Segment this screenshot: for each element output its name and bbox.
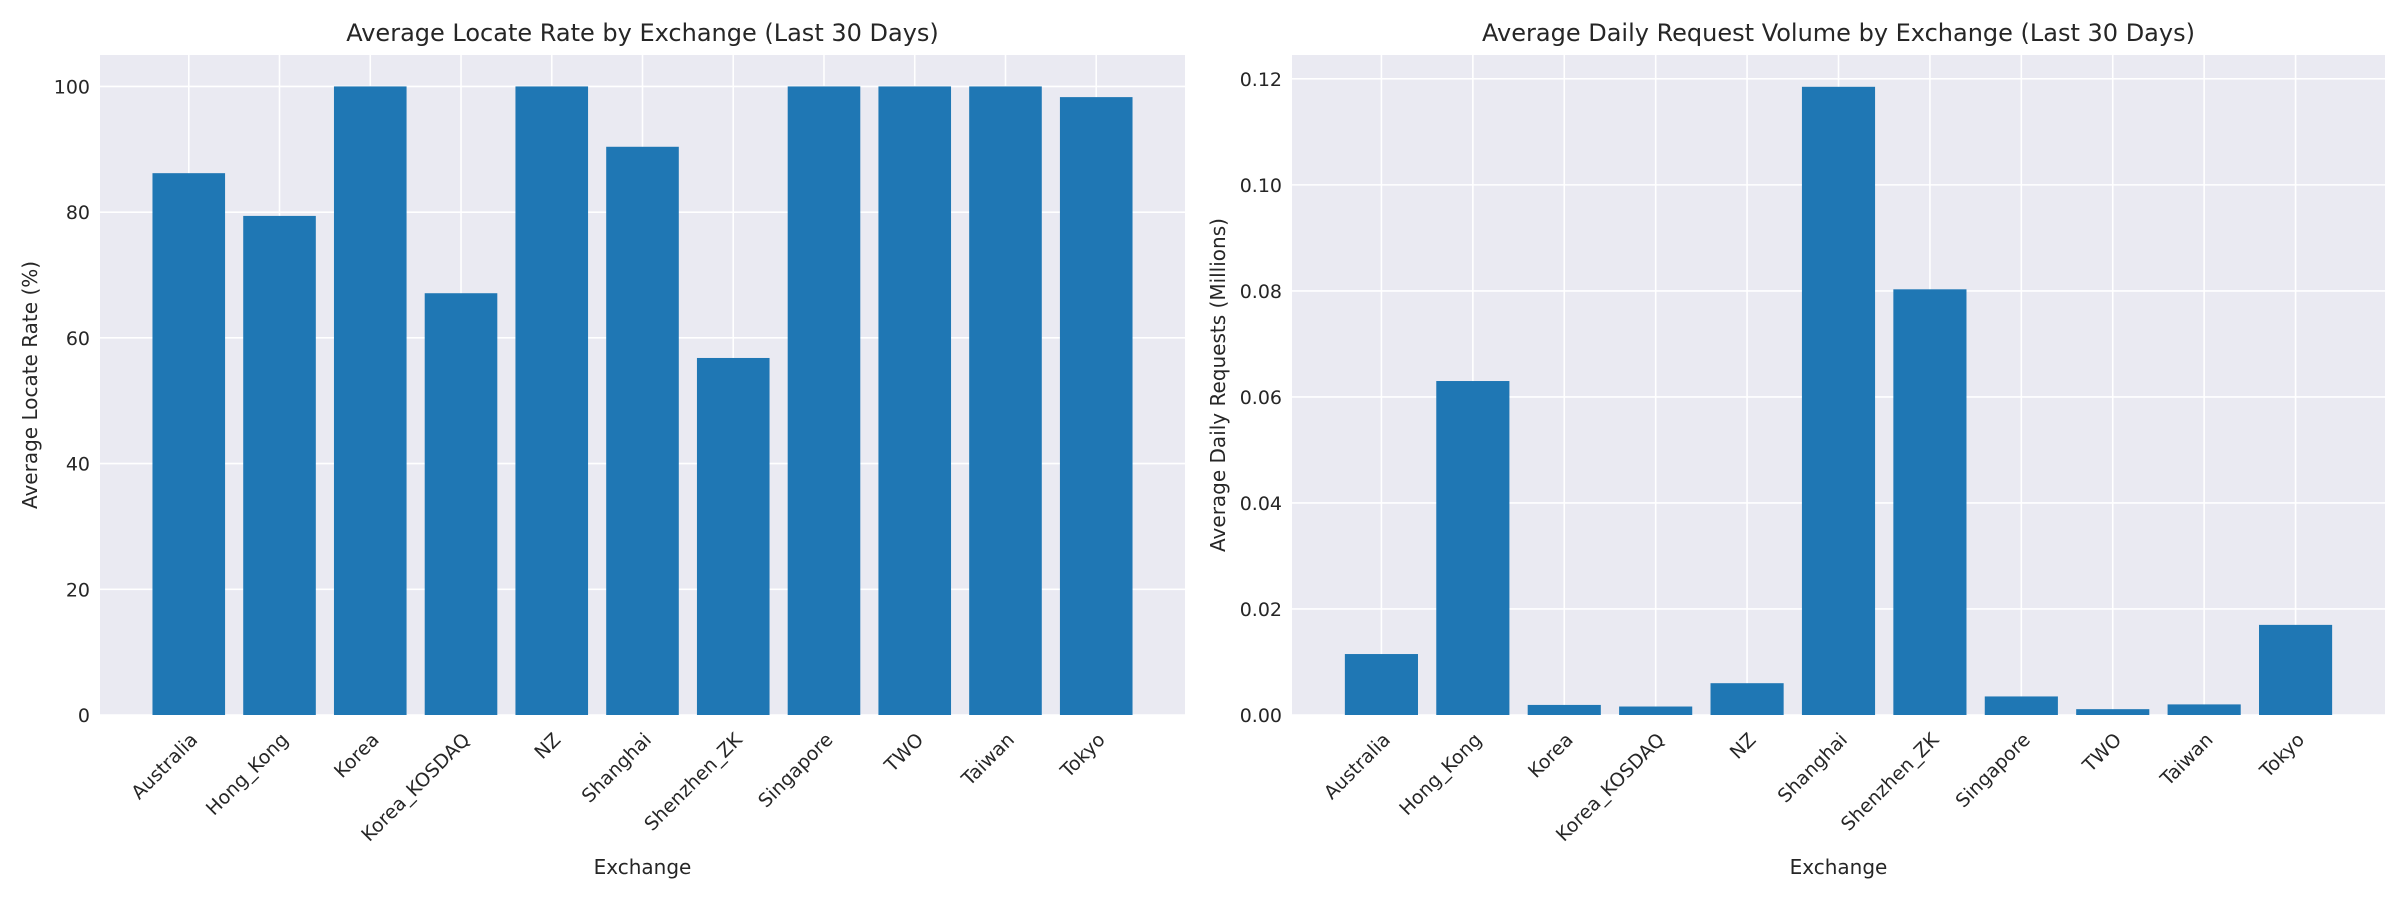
- chart-title: Average Daily Request Volume by Exchange…: [1482, 19, 2195, 47]
- x-tick-label: Hong_Kong: [202, 729, 293, 820]
- x-tick-label: NZ: [1726, 729, 1761, 764]
- x-tick-label: NZ: [530, 729, 565, 764]
- y-tick-label: 0.06: [1240, 387, 1282, 409]
- x-tick-label: Korea: [330, 729, 384, 783]
- bar-australia: [152, 173, 226, 715]
- x-tick-label: Shanghai: [1774, 729, 1852, 807]
- bar-tokyo: [2259, 624, 2333, 715]
- y-tick-label: 0.08: [1240, 281, 1282, 303]
- y-tick-label: 20: [66, 579, 90, 601]
- bar-shenzhen-zk: [696, 357, 770, 715]
- bar-korea: [333, 86, 407, 715]
- bar-hong-kong: [1436, 381, 1510, 715]
- y-axis-label: Average Locate Rate (%): [18, 261, 42, 509]
- y-tick-label: 0: [78, 705, 90, 727]
- x-tick-label: Hong_Kong: [1395, 729, 1486, 820]
- bar-hong-kong: [243, 215, 316, 715]
- x-tick-label: Shenzhen_ZK: [1837, 729, 1944, 836]
- bar-shanghai: [606, 146, 679, 715]
- bar-tokyo: [1059, 97, 1133, 716]
- y-tick-label: 0.02: [1240, 599, 1282, 621]
- x-tick-label: Tokyo: [1056, 729, 1110, 783]
- bar-two: [878, 86, 952, 715]
- bar-korea: [1527, 704, 1601, 715]
- bar-singapore: [1984, 696, 2058, 715]
- bar-taiwan: [2167, 704, 2241, 715]
- x-tick-label: TWO: [880, 729, 928, 777]
- bar-shenzhen-zk: [1893, 289, 1967, 715]
- x-tick-label: Australia: [1320, 729, 1395, 804]
- chart-title: Average Locate Rate by Exchange (Last 30…: [346, 19, 939, 47]
- y-tick-label: 0.10: [1240, 175, 1282, 197]
- y-tick-label: 40: [66, 454, 90, 476]
- chart-2: 0.00 0.02 0.04 0.06 0.08 0.10 0.12 Australia Hon…: [1206, 19, 2385, 879]
- x-tick-label: Shanghai: [578, 729, 656, 807]
- x-tick-label: Korea: [1524, 729, 1578, 783]
- x-axis-label: Exchange: [1790, 855, 1888, 879]
- x-tick-label: Shenzhen_ZK: [640, 729, 747, 836]
- x-tick-label: Taiwan: [2156, 729, 2218, 791]
- bar-two: [2076, 709, 2150, 715]
- bar-nz: [515, 86, 589, 715]
- y-tick-label: 0.00: [1240, 705, 1282, 727]
- bar-singapore: [787, 86, 861, 715]
- bar-australia: [1344, 654, 1418, 715]
- bar-nz: [1710, 683, 1784, 715]
- x-tick-label: Australia: [127, 729, 202, 804]
- bar-korea-kosdaq: [424, 293, 498, 715]
- y-tick-label: 100: [54, 76, 90, 98]
- bar-shanghai: [1801, 86, 1876, 715]
- x-tick-label: Singapore: [754, 729, 837, 812]
- x-tick-label: Tokyo: [2255, 729, 2309, 783]
- y-tick-label: 0.04: [1240, 493, 1282, 515]
- y-axis-label: Average Daily Requests (Millions): [1206, 218, 1230, 552]
- bar-korea-kosdaq: [1619, 706, 1693, 715]
- x-tick-label: Singapore: [1951, 729, 2034, 812]
- y-tick-label: 60: [66, 328, 90, 350]
- bar-taiwan: [969, 86, 1042, 715]
- x-tick-label: Taiwan: [957, 729, 1019, 791]
- y-tick-label: 80: [66, 202, 90, 224]
- y-tick-label: 0.12: [1240, 69, 1282, 91]
- x-tick-label: TWO: [2078, 729, 2126, 777]
- x-axis-label: Exchange: [594, 855, 692, 879]
